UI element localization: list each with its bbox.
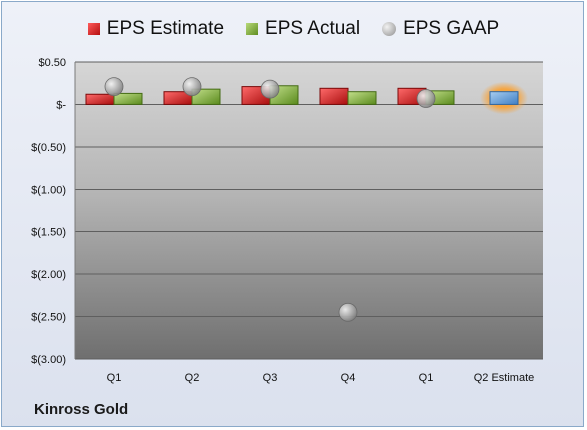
plot-area bbox=[75, 62, 543, 359]
y-tick-label: $(1.00) bbox=[31, 184, 66, 196]
x-tick-label: Q1 bbox=[107, 372, 122, 384]
point-eps-gaap bbox=[260, 79, 280, 99]
bar-eps-actual bbox=[347, 91, 377, 105]
legend-item-eps-gaap: EPS GAAP bbox=[382, 18, 499, 40]
point-eps-gaap bbox=[416, 89, 436, 108]
bar-eps-actual bbox=[191, 88, 221, 105]
x-tick-label: Q3 bbox=[263, 372, 278, 384]
legend-item-eps-estimate: EPS Estimate bbox=[87, 18, 225, 40]
chart-marks bbox=[85, 77, 528, 322]
point-eps-gaap bbox=[104, 77, 124, 97]
legend-label-eps-actual: EPS Actual bbox=[265, 18, 361, 39]
legend-swatch-eps-actual bbox=[246, 23, 259, 35]
y-tick-label: $(2.50) bbox=[31, 312, 66, 324]
x-tick-label: Q2 bbox=[185, 372, 200, 384]
y-tick-label: $(1.50) bbox=[31, 227, 66, 239]
legend-label-eps-gaap: EPS GAAP bbox=[403, 18, 500, 39]
y-tick-label: $(2.00) bbox=[31, 269, 66, 281]
legend-swatch-eps-gaap bbox=[382, 22, 397, 36]
x-tick-label: Q1 bbox=[419, 372, 434, 384]
legend-item-eps-actual: EPS Actual bbox=[246, 18, 360, 40]
bar-eps-actual bbox=[113, 92, 143, 105]
y-tick-label: $(3.00) bbox=[31, 354, 66, 366]
y-tick-label: $0.50 bbox=[38, 57, 66, 69]
point-eps-gaap bbox=[182, 77, 202, 97]
x-tick-label: Q2 Estimate bbox=[474, 372, 535, 384]
bar-eps-estimate bbox=[319, 87, 349, 105]
point-eps-gaap bbox=[338, 302, 358, 322]
bar-q2-estimate bbox=[489, 91, 519, 105]
y-tick-label: $- bbox=[56, 99, 66, 111]
legend: EPS Estimate EPS Actual EPS GAAP bbox=[0, 15, 587, 43]
y-tick-label: $(0.50) bbox=[31, 142, 66, 154]
legend-swatch-eps-estimate bbox=[87, 23, 100, 35]
bar-eps-estimate bbox=[85, 93, 115, 105]
axis-labels: $0.50 $- $(0.50) $(1.00) $(1.50) $(2.00) $(2.5… bbox=[31, 57, 534, 384]
x-tick-label: Q4 bbox=[341, 372, 356, 384]
grid-lines bbox=[75, 61, 543, 360]
company-name: Kinross Gold bbox=[34, 401, 129, 418]
legend-label-eps-estimate: EPS Estimate bbox=[106, 18, 225, 39]
